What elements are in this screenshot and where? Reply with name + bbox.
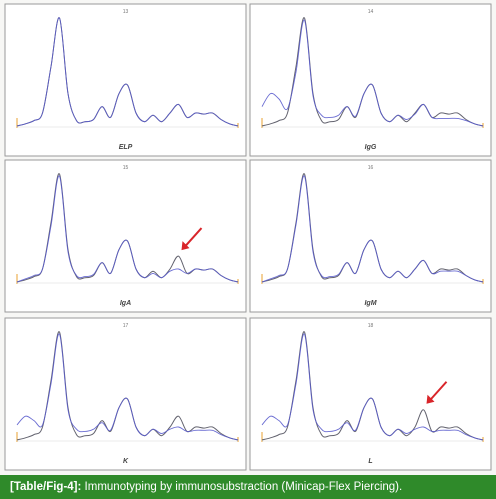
panel-frame — [249, 159, 492, 313]
panel-frame — [249, 317, 492, 471]
arrow-shaft — [183, 227, 203, 248]
caption-text: Immunotyping by immunosubstraction (Mini… — [84, 481, 403, 493]
panel-3: 15 IgA — [4, 159, 247, 313]
arrow-head — [426, 394, 435, 404]
panel-title: 18 — [368, 323, 374, 329]
panel-1: 13 ELP — [4, 3, 247, 157]
panel-4: 16 IgM — [249, 159, 492, 313]
figure-caption: [Table/Fig-4]: Immunotyping by immunosub… — [0, 475, 496, 499]
panel-title: 16 — [368, 165, 374, 171]
panel-title: 14 — [368, 9, 374, 15]
panel-frame — [4, 159, 247, 313]
sample-trace — [261, 19, 484, 127]
arrow-head — [181, 241, 190, 251]
panel-frame — [4, 317, 247, 471]
arrow-shaft — [428, 381, 448, 402]
sample-trace — [16, 333, 239, 441]
sample-trace — [261, 333, 484, 441]
panel-title: 15 — [123, 165, 129, 171]
panel-label: ELP — [119, 144, 133, 151]
panel-label: K — [123, 458, 129, 465]
panel-label: IgA — [120, 300, 131, 307]
panel-label: IgM — [364, 300, 376, 307]
electropherogram-panels: 13 ELP 14 IgG 15 IgA 16 IgM 17 K 18 L — [4, 3, 492, 471]
panel-title: 17 — [123, 323, 129, 329]
sample-trace — [16, 17, 239, 127]
panel-frame — [4, 3, 247, 157]
panel-frame — [249, 3, 492, 157]
panel-6: 18 L — [249, 317, 492, 471]
panel-label: L — [368, 458, 372, 465]
panel-5: 17 K — [4, 317, 247, 471]
panel-2: 14 IgG — [249, 3, 492, 157]
panel-title: 13 — [123, 9, 129, 15]
caption-ref: [Table/Fig-4]: — [10, 481, 82, 493]
sample-trace — [261, 175, 484, 283]
sample-trace — [16, 175, 239, 283]
panel-label: IgG — [365, 144, 377, 151]
